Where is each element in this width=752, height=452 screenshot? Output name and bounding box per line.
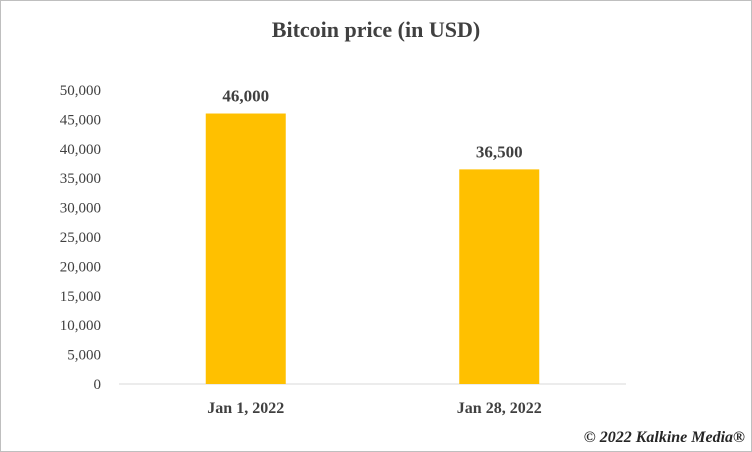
y-tick-label: 10,000 bbox=[60, 318, 101, 334]
y-tick-label: 35,000 bbox=[60, 171, 101, 187]
y-tick-label: 50,000 bbox=[60, 83, 101, 99]
data-label: 46,000 bbox=[222, 87, 269, 106]
copyright-notice: © 2022 Kalkine Media® bbox=[583, 429, 745, 446]
y-tick-label: 0 bbox=[94, 377, 102, 393]
chart-title: Bitcoin price (in USD) bbox=[271, 17, 481, 42]
y-tick-label: 15,000 bbox=[60, 289, 101, 305]
y-tick-label: 20,000 bbox=[60, 259, 101, 275]
data-label: 36,500 bbox=[476, 142, 523, 161]
x-category-label: Jan 1, 2022 bbox=[207, 400, 284, 417]
y-tick-label: 40,000 bbox=[60, 142, 101, 158]
y-tick-label: 25,000 bbox=[60, 230, 101, 246]
bar bbox=[205, 113, 286, 385]
y-tick-label: 45,000 bbox=[60, 112, 101, 128]
bar bbox=[459, 169, 540, 384]
y-tick-label: 5,000 bbox=[67, 348, 101, 364]
y-tick-label: 30,000 bbox=[60, 201, 101, 217]
x-category-label: Jan 28, 2022 bbox=[457, 400, 542, 417]
